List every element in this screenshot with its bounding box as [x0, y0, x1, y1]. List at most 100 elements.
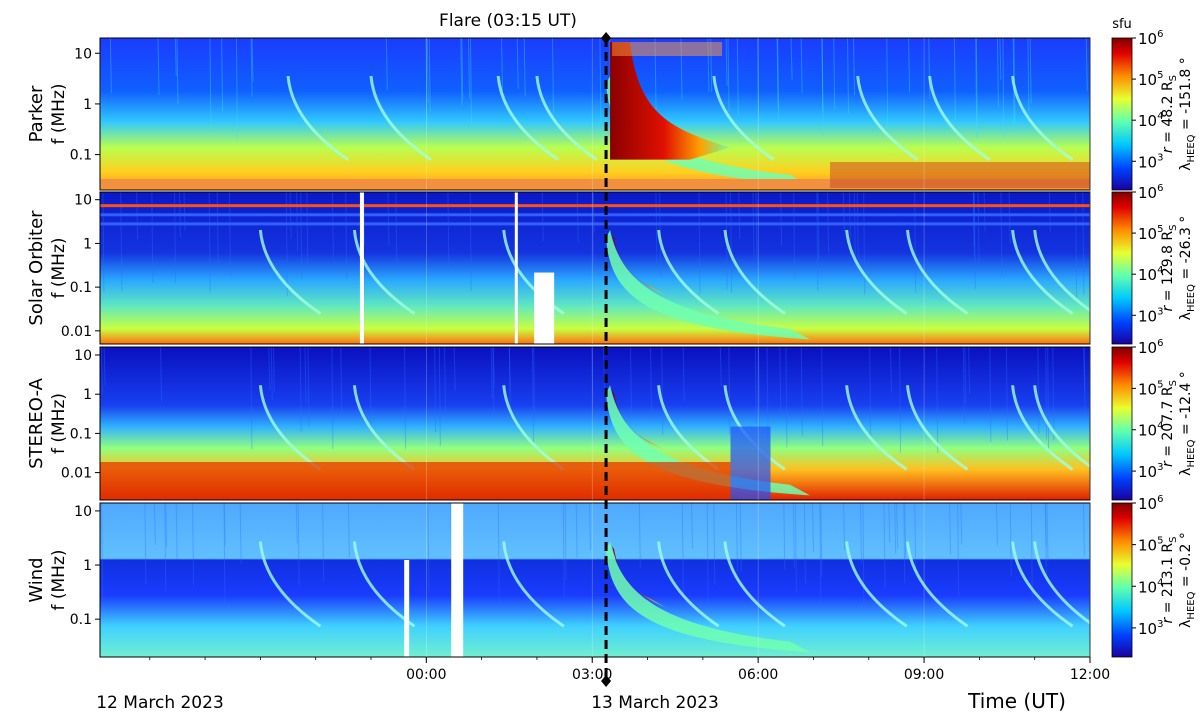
- flare-burst-halo: [606, 230, 811, 340]
- texture-streak: [719, 347, 722, 387]
- y-tick-label: 0.1: [70, 426, 92, 442]
- texture-streak: [492, 347, 495, 387]
- y-tick-label: 0.01: [61, 324, 92, 340]
- texture-streak: [962, 347, 965, 425]
- texture-streak: [490, 347, 493, 399]
- texture-streak: [859, 503, 862, 564]
- texture-streak: [100, 347, 103, 395]
- type-iii-burst: [496, 75, 560, 161]
- colorbar-tick-label: 104: [1138, 265, 1163, 284]
- texture-streak: [888, 503, 891, 543]
- interference-line: [100, 204, 1090, 208]
- texture-streak: [816, 192, 819, 292]
- texture-streak: [995, 503, 998, 546]
- type-iii-burst: [856, 75, 919, 161]
- y-tick-label: 10: [74, 46, 92, 62]
- texture-streak: [1047, 347, 1050, 453]
- flare-marker-diamond: [601, 32, 612, 44]
- texture-streak: [564, 503, 567, 581]
- texture-streak: [153, 503, 156, 545]
- panel-frame: [99, 37, 1091, 191]
- texture-streak: [599, 38, 602, 124]
- colorbar-gradient: [1111, 502, 1133, 658]
- texture-streak: [508, 347, 511, 407]
- panel-frame: [99, 502, 1091, 658]
- texture-streak: [174, 38, 177, 77]
- texture-streak: [469, 38, 472, 125]
- texture-streak: [347, 503, 350, 557]
- type-iii-burst: [928, 75, 991, 161]
- y-tick-label: 0.01: [61, 466, 92, 482]
- time-axis: 00:00 03:00 06:00 09:00 12:00: [149, 657, 1110, 683]
- colorbar-gradient: [1111, 346, 1133, 501]
- texture-streak: [1046, 503, 1049, 561]
- texture-streak: [896, 503, 899, 549]
- texture-streak: [120, 192, 123, 292]
- texture-streak: [223, 503, 226, 546]
- noise-band: [830, 162, 1090, 188]
- spacecraft-distance: r = 48.2 RS: [1160, 75, 1179, 153]
- colorbar-tick-label: 103: [1138, 462, 1163, 481]
- texture-streak: [192, 503, 195, 586]
- transition-band: [730, 426, 771, 500]
- texture-streak: [296, 192, 299, 252]
- texture-streak: [862, 503, 865, 609]
- date-label-1: 12 March 2023: [96, 693, 224, 713]
- texture-streak: [894, 503, 897, 554]
- texture-streak: [239, 503, 242, 564]
- y-tick-label: 10: [74, 193, 92, 209]
- panel-ylabel: f (MHz): [49, 549, 69, 610]
- flare-overlay: [601, 32, 612, 687]
- texture-streak: [889, 347, 892, 393]
- spectrogram-image: [100, 192, 1090, 344]
- texture-streak: [817, 192, 820, 259]
- texture-streak: [655, 192, 658, 265]
- type-iii-burst: [1033, 385, 1090, 468]
- texture-streak: [973, 192, 976, 289]
- type-iii-burst: [258, 385, 322, 471]
- texture-streak: [272, 347, 275, 394]
- y-tick-label: 10: [74, 348, 92, 364]
- spacecraft-longitude: λHEEQ = -151.8 °: [1178, 57, 1197, 171]
- texture-streak: [221, 38, 224, 112]
- texture-streak: [235, 38, 238, 140]
- texture-streak: [562, 503, 565, 598]
- panel-name: STEREO-A: [26, 377, 47, 468]
- texture-streak: [730, 192, 733, 294]
- texture-streak: [904, 503, 907, 559]
- texture-streak: [803, 503, 806, 584]
- type-iii-burst: [1033, 541, 1090, 625]
- texture-streak: [144, 503, 147, 585]
- texture-streak: [706, 503, 709, 609]
- texture-streak: [307, 347, 310, 427]
- type-iii-burst: [1011, 541, 1074, 628]
- texture-streak: [899, 347, 902, 453]
- type-iii-burst: [1033, 229, 1090, 313]
- y-tick-label: 1: [83, 387, 92, 403]
- texture-streak: [427, 503, 430, 592]
- texture-streak: [757, 347, 760, 429]
- type-iii-burst: [1011, 75, 1074, 161]
- panel-wind: 0.1 1 10 Wind f (MHz): [26, 502, 1091, 658]
- texture-streak: [109, 38, 112, 93]
- texture-streak: [972, 192, 975, 247]
- type-iii-burst: [502, 385, 565, 471]
- texture-streak: [983, 192, 986, 233]
- spacecraft-distance: r = 207.7 RS: [1160, 380, 1179, 467]
- texture-streak: [175, 503, 178, 560]
- y-tick-label: 0.1: [70, 612, 92, 628]
- colorbar-tick-label: 103: [1138, 306, 1163, 325]
- spectrogram-background: [100, 503, 1090, 657]
- texture-streak: [1052, 347, 1055, 441]
- texture-streak: [1083, 347, 1086, 415]
- texture-streak: [800, 347, 803, 437]
- type-iii-burst: [352, 541, 416, 628]
- texture-streak: [996, 38, 999, 108]
- y-tick-label: 0.1: [70, 280, 92, 296]
- type-iii-burst: [905, 229, 969, 315]
- texture-streak: [250, 38, 253, 97]
- flare-emission-top: [612, 42, 723, 56]
